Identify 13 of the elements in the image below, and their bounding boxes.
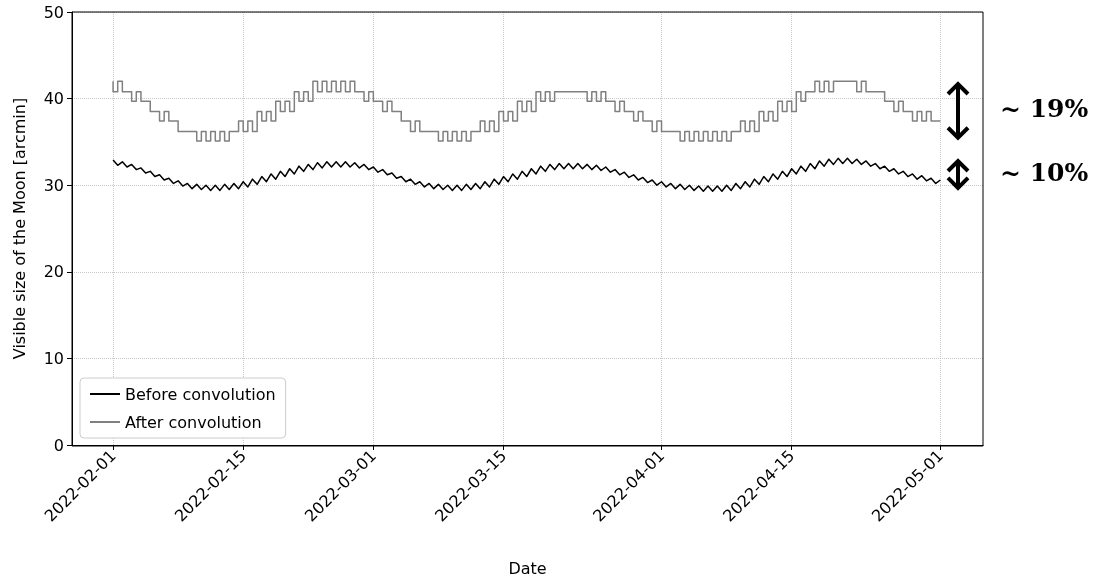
y-axis-title: Visible size of the Moon [arcmin] xyxy=(9,97,29,360)
x-axis-title: Date xyxy=(508,558,547,578)
y-tick-label: 20 xyxy=(43,262,64,282)
text: ~ 10% xyxy=(1000,157,1089,187)
y-tick-label: 10 xyxy=(43,348,64,368)
legend-label: After convolution xyxy=(125,412,262,432)
line-series xyxy=(112,157,942,193)
y-tick-label: 50 xyxy=(43,2,64,22)
legend-label: Before convolution xyxy=(125,384,276,404)
y-tick-label: 30 xyxy=(43,175,64,195)
y-tick-label: 40 xyxy=(43,89,64,109)
text: ~ 19% xyxy=(1000,94,1089,124)
y-tick-label: 0 xyxy=(53,435,64,455)
